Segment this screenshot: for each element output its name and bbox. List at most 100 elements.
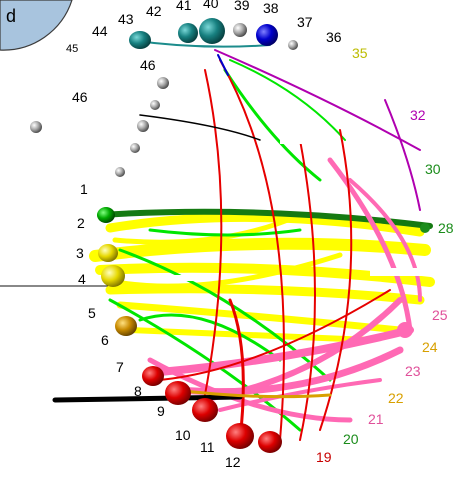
node-38[interactable] <box>256 24 278 46</box>
node-label: 1 <box>80 181 88 197</box>
edge-red <box>159 289 391 381</box>
edge-green <box>138 313 282 362</box>
edge-yellow <box>95 262 435 287</box>
edge-gaps <box>160 100 430 281</box>
edge-green <box>118 248 332 382</box>
edge-black <box>52 394 243 403</box>
edge-pink <box>147 357 353 423</box>
node-45[interactable] <box>150 100 160 110</box>
edge-magenta <box>384 99 421 211</box>
node-label: 8 <box>134 383 142 399</box>
edge-blue <box>217 54 229 76</box>
edge-green <box>148 228 302 237</box>
node-label: 24 <box>422 339 438 355</box>
edge-yellow <box>102 252 343 289</box>
node-label: 45 <box>66 43 78 55</box>
node-label: 30 <box>425 161 441 177</box>
edge-pink <box>156 326 414 376</box>
node-label: 6 <box>101 332 109 348</box>
node-41[interactable] <box>199 18 225 44</box>
node-label: 44 <box>92 23 108 39</box>
edge-yellow <box>127 327 373 343</box>
gap <box>280 130 310 144</box>
node-label: 3 <box>76 245 84 261</box>
node-label: 37 <box>297 14 313 30</box>
node-12[interactable] <box>258 431 282 453</box>
node-44[interactable] <box>129 31 151 49</box>
edge-pink <box>176 346 404 396</box>
nodes <box>30 18 430 453</box>
node-label: 40 <box>203 0 219 11</box>
node-label: 41 <box>176 0 192 13</box>
node-37[interactable] <box>288 40 298 50</box>
node-52[interactable] <box>30 121 42 133</box>
node-6[interactable] <box>115 316 137 336</box>
node-49[interactable] <box>130 143 140 153</box>
node-label: 7 <box>116 359 124 375</box>
node-46[interactable] <box>157 77 169 89</box>
edge-magenta <box>214 49 421 151</box>
edge-pink <box>348 178 422 302</box>
edge-teal <box>129 39 271 48</box>
node-label: 38 <box>263 0 279 16</box>
gap <box>370 268 430 276</box>
edges <box>52 39 435 442</box>
corner-badge-text: d <box>6 6 16 26</box>
edge-orange <box>173 388 332 399</box>
edge-green <box>229 59 346 141</box>
edge-pink <box>327 157 413 333</box>
node-label: 23 <box>405 363 421 379</box>
node-label: 12 <box>225 454 241 470</box>
node-39[interactable] <box>233 23 247 37</box>
node-label: 35 <box>352 45 368 61</box>
node-3[interactable] <box>98 244 118 262</box>
corner-badge-shape <box>0 0 73 51</box>
node-label: 32 <box>410 107 426 123</box>
edge-red <box>228 298 245 442</box>
node-label: 2 <box>77 215 85 231</box>
edge-green <box>223 68 322 182</box>
node-label: 25 <box>432 307 448 323</box>
node-9[interactable] <box>165 381 191 405</box>
node-label: 4 <box>78 271 86 287</box>
gap <box>160 275 200 281</box>
node-label: 10 <box>175 427 191 443</box>
node-label: 21 <box>368 411 384 427</box>
gap <box>160 100 200 116</box>
node-labels: 46 44 45 43 42 41 40 39 38 37 36 46 35 3… <box>66 0 454 470</box>
node-8[interactable] <box>142 366 164 386</box>
edge-yellow <box>116 301 404 334</box>
node-label: 46 <box>72 89 88 105</box>
node-label: 19 <box>316 449 332 465</box>
edge-pink <box>218 378 382 412</box>
edge-black <box>139 114 261 141</box>
edge-red <box>319 129 353 431</box>
node-label: 39 <box>234 0 250 13</box>
node-label: 9 <box>157 403 165 419</box>
node-2[interactable] <box>97 207 115 223</box>
node-50[interactable] <box>115 167 125 177</box>
node-48[interactable] <box>137 120 149 132</box>
node-label: 22 <box>388 390 404 406</box>
edge-dark-green <box>97 208 433 229</box>
node-11[interactable] <box>226 423 254 449</box>
node-label: 28 <box>438 220 454 236</box>
node-label: 42 <box>146 3 162 19</box>
node-label: 46 <box>140 57 156 73</box>
node-25[interactable] <box>397 322 413 338</box>
node-label: 11 <box>200 439 215 455</box>
corner-badge: d <box>0 0 73 51</box>
node-42[interactable] <box>178 23 198 43</box>
node-28[interactable] <box>420 223 430 233</box>
node-4[interactable] <box>101 265 125 287</box>
node-label: 20 <box>343 431 359 447</box>
edge-yellow <box>112 212 303 245</box>
node-label: 36 <box>326 29 342 45</box>
edge-red <box>219 59 285 441</box>
edge-yellow <box>105 284 425 305</box>
node-10[interactable] <box>192 398 218 422</box>
edge-red <box>299 139 316 441</box>
node-label: 43 <box>118 11 134 27</box>
edge-yellow <box>89 237 431 262</box>
